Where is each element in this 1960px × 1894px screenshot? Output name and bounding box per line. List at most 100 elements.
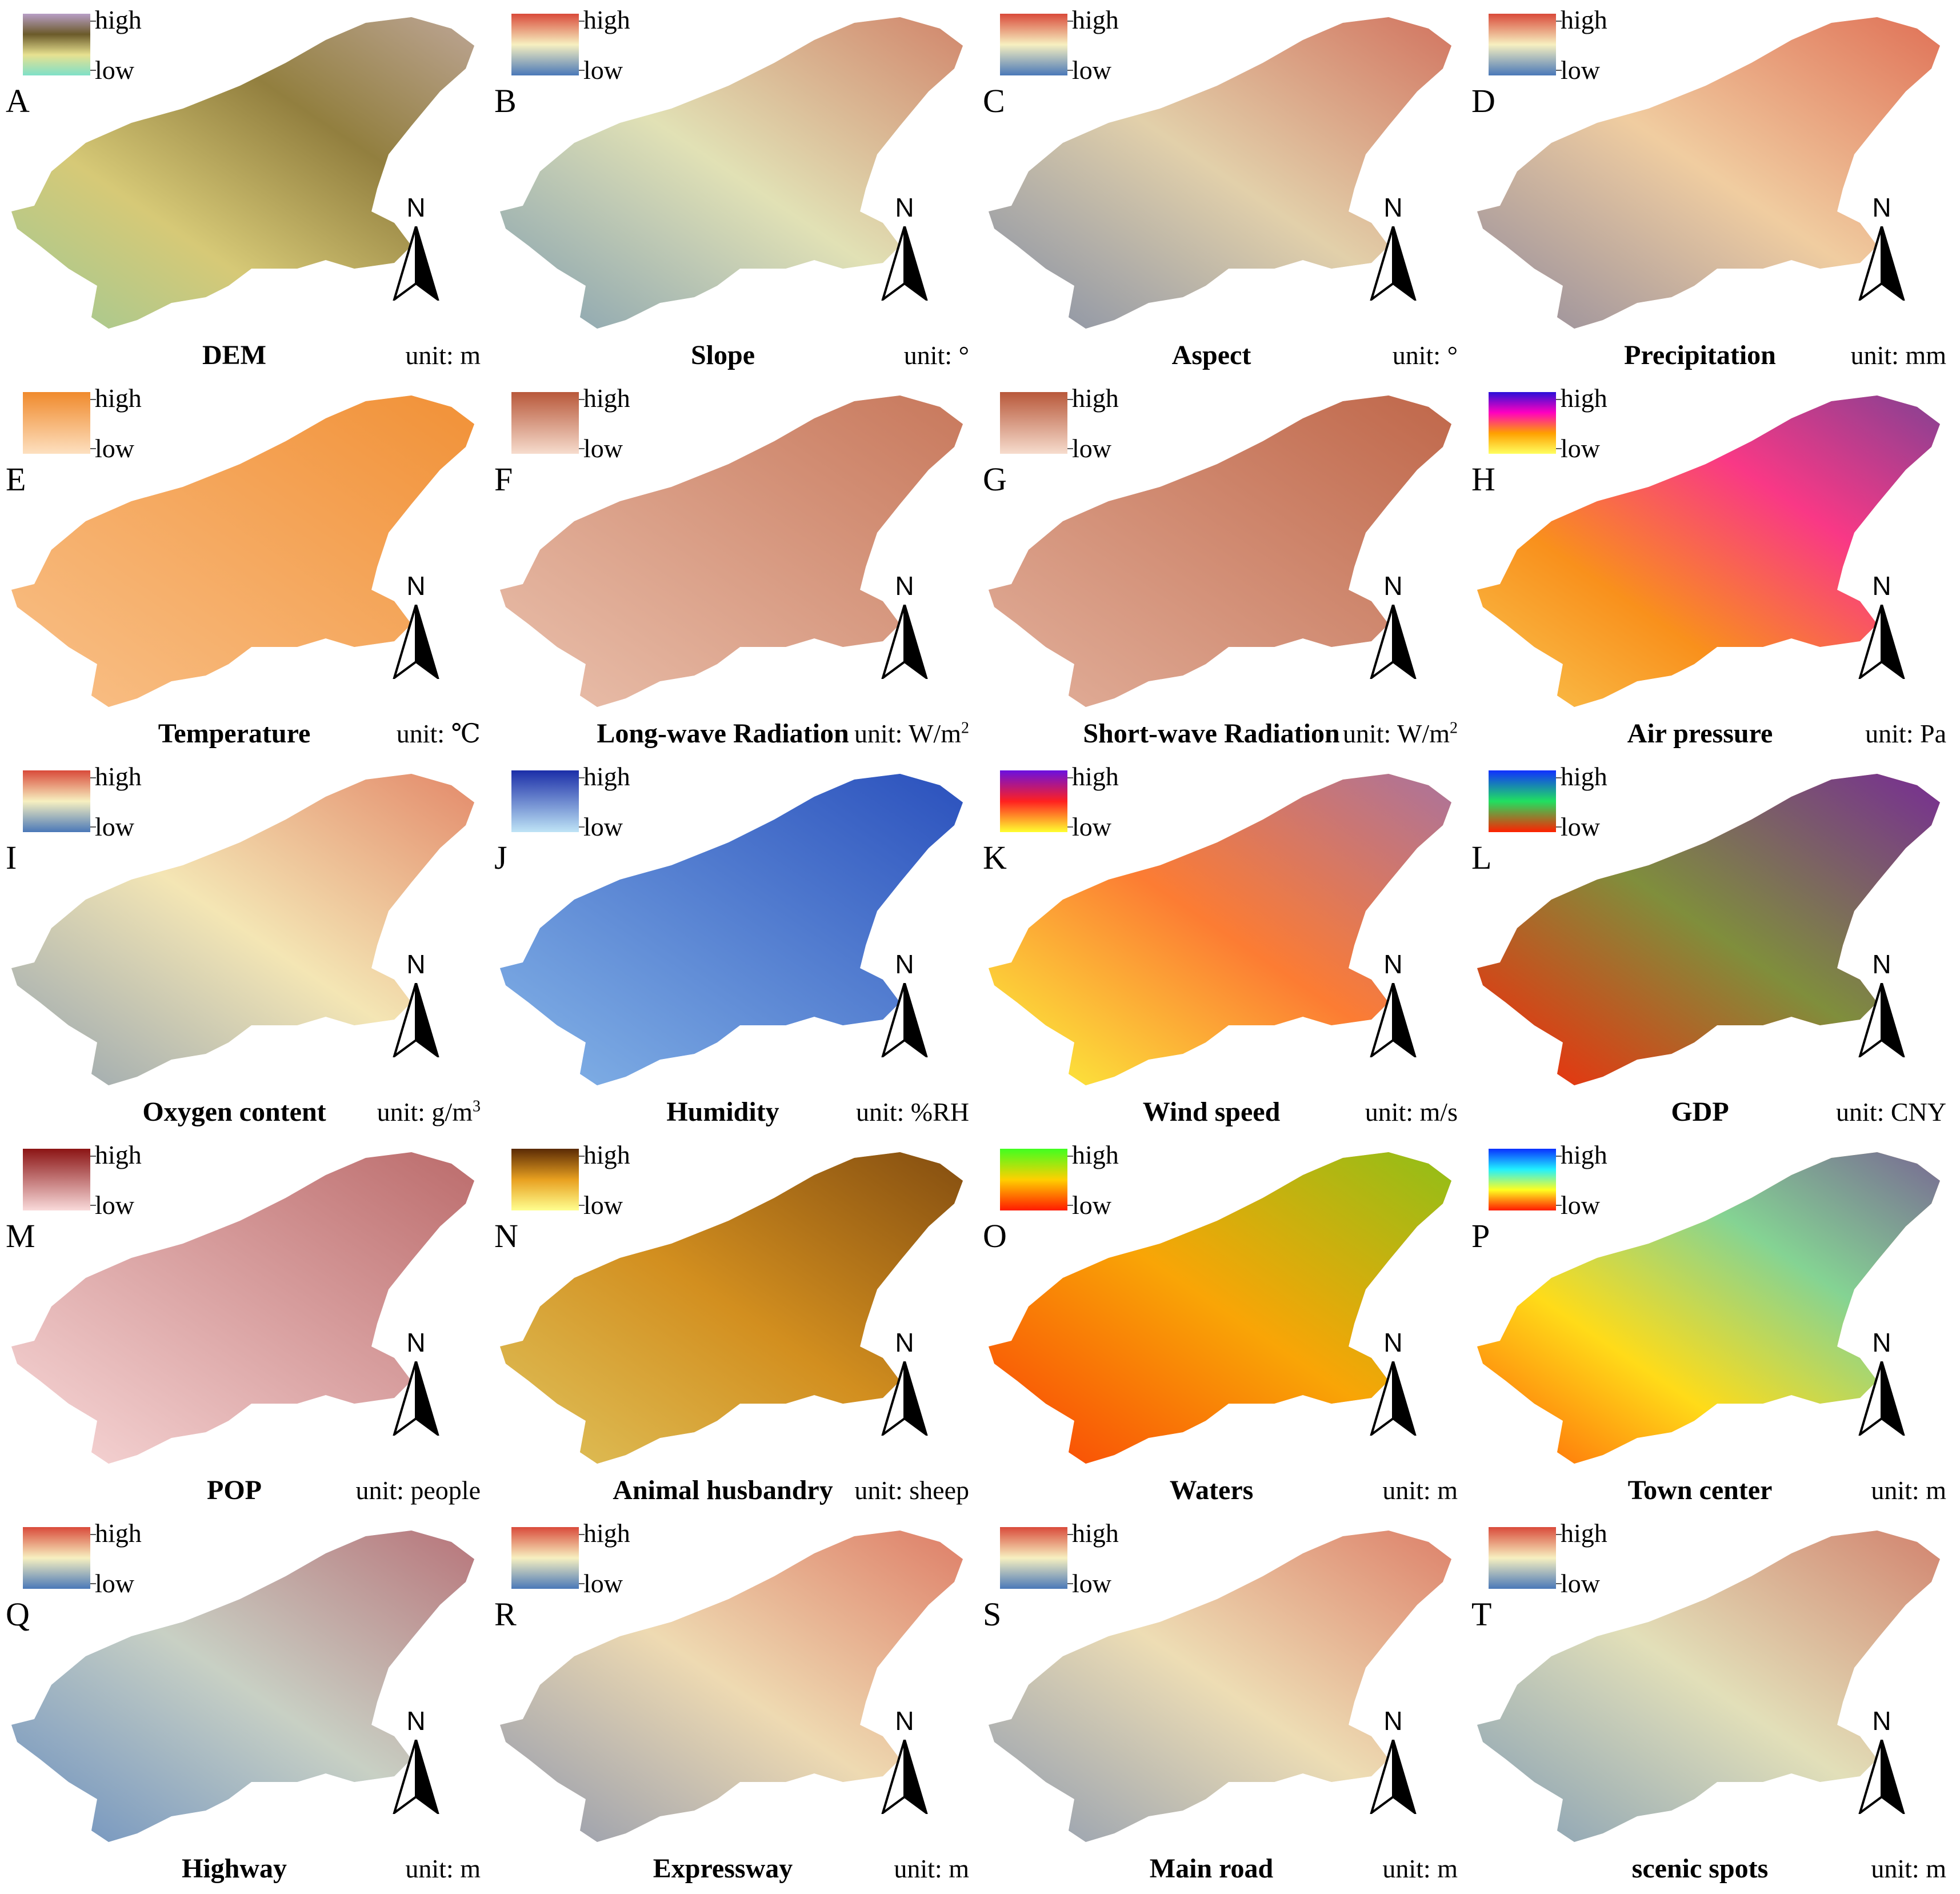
unit-superscript: 2	[961, 719, 969, 737]
unit-text: unit: W/m	[1343, 719, 1450, 748]
legend-color-bar	[511, 14, 579, 75]
variable-title: Animal husbandry	[613, 1475, 833, 1505]
variable-title: Humidity	[666, 1097, 779, 1127]
legend-low-label: low	[95, 1190, 134, 1220]
legend-high-label: high	[95, 1140, 142, 1169]
legend-low-label: low	[583, 1190, 623, 1220]
legend-tick-high	[1067, 777, 1073, 778]
legend-tick-low	[579, 70, 585, 71]
map-region-h	[1477, 395, 1940, 707]
legend-high-label: high	[1072, 1519, 1119, 1548]
legend-tick-low	[1067, 826, 1073, 828]
legend-tick-high	[90, 777, 96, 778]
unit-text: unit: ℃	[396, 719, 481, 748]
legend-low-label: low	[1072, 1569, 1111, 1598]
variable-title: Oxygen content	[142, 1097, 326, 1127]
variable-title: Precipitation	[1624, 340, 1776, 370]
map-region-b	[500, 17, 963, 329]
legend-high-label: high	[583, 762, 630, 791]
legend-high-label: high	[1561, 1140, 1607, 1169]
panel-letter: K	[983, 839, 1007, 876]
legend-color-bar	[23, 1149, 90, 1210]
map-panel-b: high low B N Slope unit: °	[489, 0, 977, 377]
panel-letter: B	[494, 82, 517, 119]
map-region-n	[500, 1152, 963, 1464]
north-label: N	[1383, 1328, 1403, 1357]
map-region-q	[11, 1531, 474, 1842]
unit-label: unit: m	[405, 1854, 481, 1884]
region-gradient	[1477, 395, 1940, 707]
region-gradient	[11, 395, 474, 707]
map-region-e	[11, 395, 474, 707]
north-label: N	[1872, 571, 1891, 601]
legend-color-bar	[511, 1527, 579, 1589]
unit-label: unit: m	[1382, 1476, 1458, 1505]
legend-tick-low	[579, 826, 585, 828]
unit-label: unit: mm	[1851, 341, 1946, 370]
north-arrow: N	[387, 573, 445, 681]
legend-tick-low	[1067, 70, 1073, 71]
legend-high-label: high	[1072, 5, 1119, 34]
north-label: N	[895, 571, 914, 601]
unit-superscript: 3	[473, 1097, 481, 1116]
variable-title: Town center	[1627, 1475, 1773, 1505]
unit-label: unit: ℃	[397, 719, 481, 749]
legend-low-label: low	[1561, 1569, 1600, 1598]
panel-letter: Q	[6, 1596, 30, 1633]
unit-label: unit: %RH	[856, 1097, 969, 1127]
north-arrow: N	[876, 951, 933, 1060]
legend-low-label: low	[1561, 434, 1600, 463]
north-label: N	[406, 1328, 426, 1357]
panel-letter: A	[6, 82, 30, 119]
north-arrow-icon	[1858, 226, 1905, 301]
legend-tick-low	[1067, 1205, 1073, 1206]
unit-label: unit: m	[1871, 1476, 1946, 1505]
map-panel-d: high low D N Precipitation unit: mm	[1466, 0, 1954, 377]
unit-label: unit: sheep	[854, 1476, 969, 1505]
north-arrow: N	[387, 194, 445, 303]
north-arrow-icon	[393, 1740, 439, 1814]
map-region-p	[1477, 1152, 1940, 1464]
map-panel-q: high low Q N Highway unit: m	[0, 1513, 489, 1891]
unit-superscript: 2	[1450, 719, 1458, 737]
legend-low-label: low	[1072, 1190, 1111, 1220]
map-region-c	[989, 17, 1451, 329]
legend-tick-high	[579, 777, 585, 778]
legend-tick-low	[1556, 70, 1562, 71]
region-gradient	[500, 774, 963, 1085]
map-panel-g: high low G N Short-wave Radiation unit: W/m2	[977, 378, 1466, 756]
region-gradient	[1477, 17, 1940, 329]
north-arrow-icon	[393, 605, 439, 679]
legend-color-bar	[23, 770, 90, 832]
legend-tick-high	[1556, 21, 1562, 22]
legend-tick-high	[90, 1534, 96, 1535]
legend-low-label: low	[95, 55, 134, 85]
legend-high-label: high	[583, 383, 630, 413]
unit-label: unit: g/m3	[377, 1097, 481, 1127]
legend-tick-high	[1556, 1156, 1562, 1157]
region-gradient	[989, 1152, 1451, 1464]
legend-high-label: high	[583, 5, 630, 34]
north-arrow: N	[1853, 1708, 1910, 1816]
panel-letter: O	[983, 1217, 1007, 1254]
legend-high-label: high	[1072, 762, 1119, 791]
north-label: N	[895, 949, 914, 979]
legend-tick-low	[90, 70, 96, 71]
region-gradient	[1477, 774, 1940, 1085]
legend-tick-high	[1556, 777, 1562, 778]
legend-high-label: high	[95, 383, 142, 413]
north-arrow-icon	[393, 983, 439, 1057]
variable-title: GDP	[1671, 1097, 1729, 1127]
north-arrow: N	[387, 1329, 445, 1438]
map-region-r	[500, 1531, 963, 1842]
legend-color-bar	[1489, 770, 1556, 832]
map-panel-j: high low J N Humidity unit: %RH	[489, 757, 977, 1134]
legend-high-label: high	[1561, 1519, 1607, 1548]
unit-label: unit: °	[904, 341, 969, 370]
legend-color-bar	[1000, 14, 1067, 75]
region-gradient	[500, 1152, 963, 1464]
panel-letter: E	[6, 461, 26, 498]
north-arrow: N	[1365, 1708, 1422, 1816]
legend-tick-high	[1067, 1156, 1073, 1157]
unit-text: unit: °	[1392, 341, 1458, 370]
